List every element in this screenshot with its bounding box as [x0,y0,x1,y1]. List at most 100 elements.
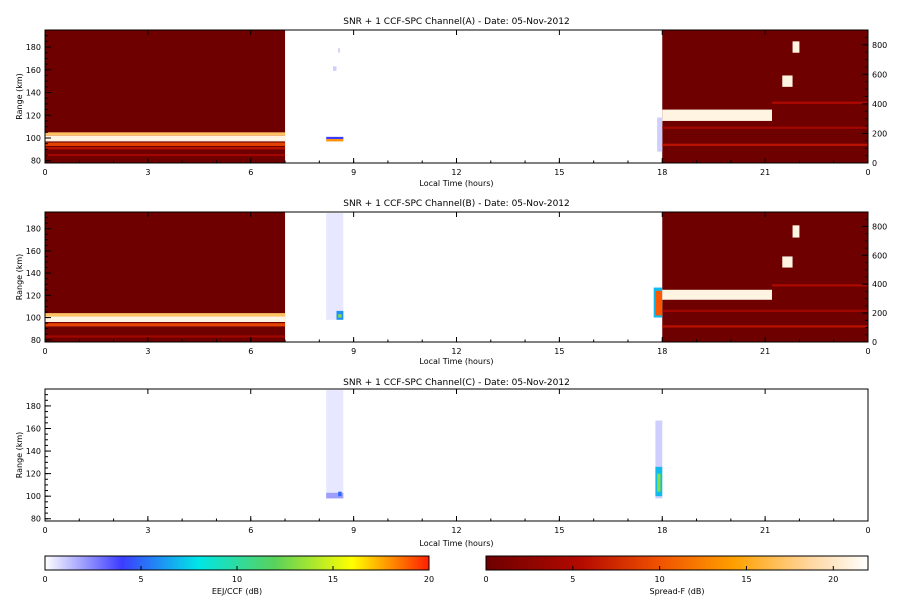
heatmap-cell [782,75,793,87]
right-y-tick-label: 0 [872,159,877,168]
colorbar-tick-label: 0 [42,575,47,584]
right-y-tick-label: 600 [872,70,887,79]
heatmap-cell [662,309,868,312]
y-axis-label: Range (km) [15,73,24,120]
y-tick-label: 80 [31,157,41,166]
heatmap-cell [771,284,868,287]
heatmap-cell [662,109,772,121]
y-tick-label: 180 [26,225,41,234]
heatmap-cell [338,491,342,497]
y-tick-label: 120 [26,470,41,479]
heatmap-cell [655,290,663,316]
heatmap-background [662,212,868,342]
y-tick-label: 160 [26,66,41,75]
heatmap-cell [662,289,772,300]
right-y-tick-label: 800 [872,222,887,231]
heatmap-cell [662,143,868,146]
y-tick-label: 100 [26,314,41,323]
heatmap-cell [45,153,286,157]
heatmap-cell [45,147,286,150]
x-tick-label: 6 [248,526,253,535]
heatmap-cell [326,492,344,499]
colorbar-tick-label: 5 [570,575,575,584]
heatmap-cell [45,323,286,327]
heatmap-cell [657,117,663,152]
x-axis-label: Local Time (hours) [419,539,493,548]
x-tick-label: 0 [865,347,870,356]
colorbar-gradient [485,555,869,571]
right-y-tick-label: 800 [872,41,887,50]
heatmap-cell [782,256,793,268]
colorbar-tick-label: 0 [483,575,488,584]
y-tick-label: 140 [26,89,41,98]
x-tick-label: 0 [42,168,47,177]
x-tick-label: 15 [554,347,564,356]
y-axis-label: Range (km) [15,254,24,301]
heatmap-cell [657,473,661,492]
chart-title: SNR + 1 CCF-SPC Channel(B) - Date: 05-No… [343,199,570,209]
heatmap-cell [662,126,868,129]
y-tick-label: 180 [26,43,41,52]
x-tick-label: 21 [760,526,770,535]
y-tick-label: 180 [26,402,41,411]
heatmap-cell [338,48,340,53]
x-tick-label: 9 [351,526,356,535]
x-axis-label: Local Time (hours) [419,357,493,366]
x-tick-label: 18 [657,526,667,535]
heatmap-background [45,212,286,342]
y-tick-label: 100 [26,492,41,501]
y-tick-label: 120 [26,291,41,300]
x-tick-label: 6 [248,347,253,356]
heatmap-cell [662,325,868,328]
colorbar-label: Spread-F (dB) [649,587,704,596]
heatmap-background [662,30,868,163]
colorbar-tick-label: 20 [424,575,434,584]
y-tick-label: 80 [31,336,41,345]
heatmap-cell [655,420,663,499]
colorbar-tick-label: 15 [741,575,751,584]
heatmap-cell [45,135,286,142]
y-axis-label: Range (km) [15,432,24,479]
heatmap-cell [45,132,286,136]
colorbar-tick-label: 5 [138,575,143,584]
chart-panel-2: 0 3 6 9 12 15 18 21 0801001201401601800200400600… [15,199,887,366]
x-tick-label: 0 [865,526,870,535]
y-tick-label: 140 [26,269,41,278]
heatmap-cell [45,142,286,146]
heatmap-cell [338,314,342,318]
colorbar-tick-label: 10 [655,575,665,584]
right-y-tick-label: 400 [872,280,887,289]
x-tick-label: 12 [451,168,461,177]
y-tick-label: 160 [26,247,41,256]
heatmap-cell [326,139,344,142]
heatmap-cell [326,390,344,499]
plot-frame [44,388,869,522]
x-tick-label: 0 [42,347,47,356]
colorbar-label: EEJ/CCF (dB) [212,587,262,596]
chart-panel-1: 0 3 6 9 12 15 18 21 0801001201401601800200400600… [15,17,887,188]
x-tick-label: 18 [657,168,667,177]
y-tick-label: 80 [31,515,41,524]
colorbar-spreadf: 0 5 10 15 20 Spread-F (dB) [483,555,869,596]
chart-title: SNR + 1 CCF-SPC Channel(C) - Date: 05-No… [343,378,570,388]
right-y-tick-label: 0 [872,338,877,347]
y-tick-label: 100 [26,134,41,143]
x-tick-label: 3 [145,347,150,356]
x-tick-label: 15 [554,168,564,177]
x-tick-label: 0 [865,168,870,177]
heatmap-cell [333,66,337,71]
y-tick-label: 160 [26,424,41,433]
right-y-tick-label: 400 [872,100,887,109]
heatmap-cell [771,101,868,104]
x-tick-label: 3 [145,168,150,177]
x-tick-label: 15 [554,526,564,535]
heatmap-cell [326,213,344,320]
heatmap-cell [792,41,800,53]
colorbar-tick-label: 10 [232,575,242,584]
colorbar-tick-label: 20 [828,575,838,584]
x-tick-label: 6 [248,168,253,177]
chart-title: SNR + 1 CCF-SPC Channel(A) - Date: 05-No… [343,17,570,27]
heatmap-cell [792,225,800,238]
x-tick-label: 9 [351,168,356,177]
